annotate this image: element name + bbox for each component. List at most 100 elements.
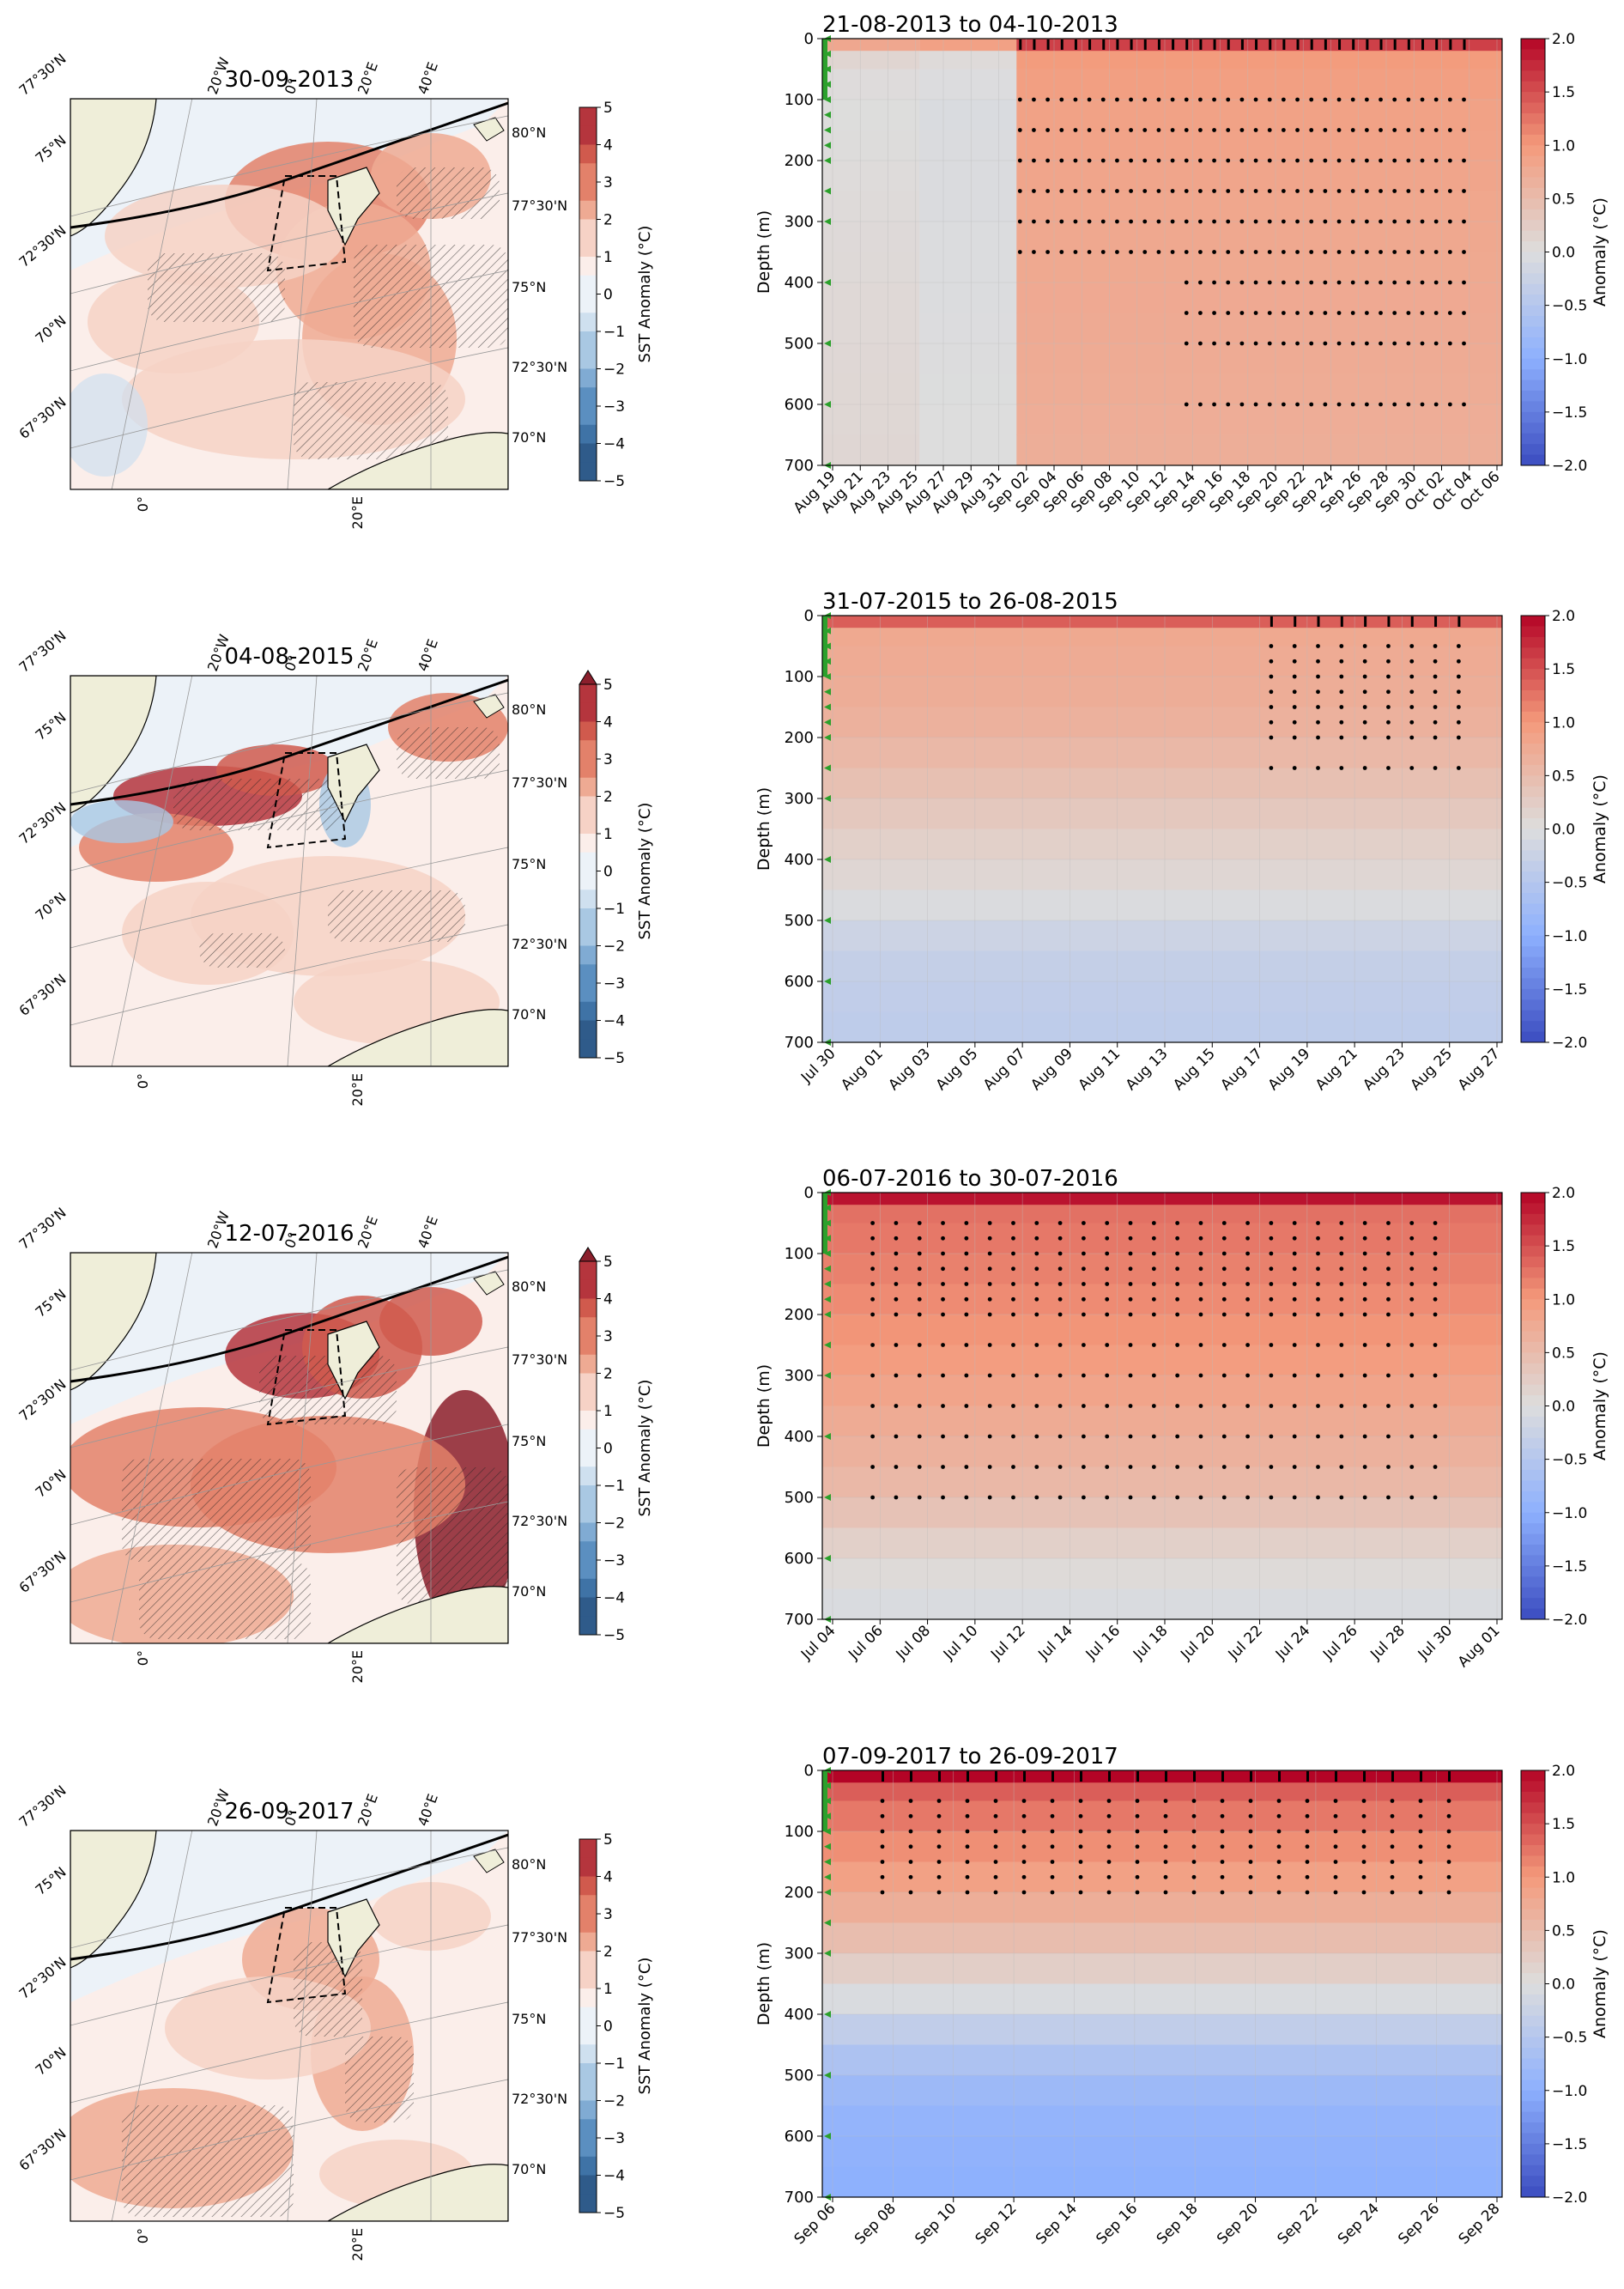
colorbar-tick-label: −5 (603, 2205, 625, 2222)
significance-dot (1034, 1236, 1039, 1241)
colorbar-segment (579, 2175, 597, 2195)
colorbar-tick-label: −1 (603, 1478, 625, 1495)
significance-dot (1269, 1312, 1274, 1317)
significance-bar (1324, 39, 1327, 50)
significance-dot (1184, 250, 1189, 254)
observation-marker (824, 1433, 831, 1440)
significance-hatch (122, 1459, 311, 1562)
significance-dot (1316, 719, 1320, 725)
significance-dot (1316, 1465, 1320, 1469)
significance-dot (1406, 128, 1411, 132)
significance-dot (1267, 128, 1272, 132)
significance-dot (1221, 1373, 1227, 1378)
colorbar-segment (1521, 1288, 1545, 1300)
significance-dot (1212, 158, 1216, 163)
colorbar-segment (1521, 744, 1545, 756)
colorbar-segment (1521, 187, 1545, 199)
significance-dot (1305, 1829, 1310, 1834)
significance-dot (1406, 97, 1411, 102)
significance-dot (1362, 1312, 1367, 1317)
colorbar-tick-label: 0 (603, 864, 613, 881)
x-tick-label: Sep 18 (1154, 2200, 1202, 2248)
colorbar-segment (579, 2194, 597, 2213)
significance-dot (1316, 1251, 1320, 1256)
lon-label-top: 40°E (415, 1792, 441, 1829)
colorbar-segment (1521, 829, 1545, 841)
y-tick-label: 200 (785, 729, 814, 747)
observation-marker (824, 734, 831, 741)
significance-dot (1433, 189, 1439, 193)
significance-dot (1142, 219, 1148, 224)
significance-bar (1393, 39, 1397, 50)
lat-label-left: 70°N (32, 1466, 69, 1501)
colorbar-segment (579, 349, 597, 369)
greenland-land (70, 99, 157, 237)
colorbar-segment (1521, 1031, 1545, 1043)
heatmap-cell (822, 2075, 1503, 2106)
significance-dot (1386, 1343, 1391, 1347)
colorbar-segment (1521, 1533, 1545, 1545)
y-tick-label: 700 (785, 457, 814, 475)
significance-dot (1017, 97, 1022, 102)
significance-dot (1362, 1404, 1367, 1408)
significance-dot (1295, 128, 1300, 132)
significance-dot (1276, 1890, 1282, 1895)
significance-dot (1339, 1266, 1344, 1272)
significance-dot (1045, 158, 1051, 163)
colorbar-segment (1521, 1437, 1545, 1449)
y-tick-label: 700 (785, 1611, 814, 1629)
significance-dot (1212, 341, 1216, 346)
colorbar-segment (1521, 1555, 1545, 1567)
significance-dot (1239, 128, 1245, 132)
colorbar-tick-label: −0.5 (1552, 1452, 1587, 1469)
significance-dot (1082, 1343, 1086, 1347)
colorbar-segment (1521, 283, 1545, 295)
significance-dot (1151, 1266, 1156, 1272)
significance-bar (1221, 1771, 1224, 1782)
significance-dot (1100, 219, 1106, 224)
significance-dot (1011, 1236, 1015, 1241)
significance-bar (1136, 1771, 1139, 1782)
significance-bar (1185, 39, 1189, 50)
significance-dot (1115, 250, 1119, 254)
colorbar-tick-label: 0.5 (1552, 768, 1575, 785)
significance-dot (1316, 1221, 1320, 1225)
significance-dot (1170, 189, 1175, 193)
y-tick-label: 200 (785, 1306, 814, 1324)
lat-label-left: 72°30'N (15, 1376, 69, 1424)
colorbar-segment (579, 1485, 597, 1505)
colorbar-segment (1521, 1256, 1545, 1268)
y-tick-label: 0 (804, 30, 814, 48)
observation-marker (824, 2072, 831, 2079)
significance-dot (1269, 766, 1274, 770)
significance-dot (870, 1373, 876, 1378)
map-title: 26-09-2017 (224, 1799, 354, 1825)
significance-dot (1447, 158, 1452, 163)
colorbar-segment (1521, 1246, 1545, 1258)
significance-dot (1100, 97, 1106, 102)
significance-dot (1017, 250, 1022, 254)
significance-dot (1011, 1312, 1015, 1317)
significance-dot (894, 1282, 899, 1286)
lon-label-top: 0° (282, 653, 302, 674)
colorbar-segment (1521, 914, 1545, 926)
colorbar-segment (579, 406, 597, 426)
significance-dot (1295, 250, 1300, 254)
significance-dot (1032, 250, 1036, 254)
significance-dot (1316, 1236, 1320, 1241)
significance-dot (1418, 1813, 1423, 1818)
significance-dot (1175, 1236, 1180, 1241)
significance-dot (1292, 1465, 1297, 1469)
significance-dot (1011, 1373, 1015, 1378)
significance-dot (987, 1495, 992, 1500)
colorbar-segment (1521, 882, 1545, 894)
significance-dot (1420, 158, 1425, 163)
colorbar-segment (1521, 701, 1545, 713)
significance-dot (1339, 1465, 1344, 1469)
x-tick-label: Aug 01 (1455, 1622, 1504, 1671)
significance-dot (1339, 1221, 1344, 1225)
significance-dot (1239, 189, 1245, 193)
colorbar-tick-label: −0.5 (1552, 298, 1587, 315)
significance-dot (1281, 158, 1286, 163)
